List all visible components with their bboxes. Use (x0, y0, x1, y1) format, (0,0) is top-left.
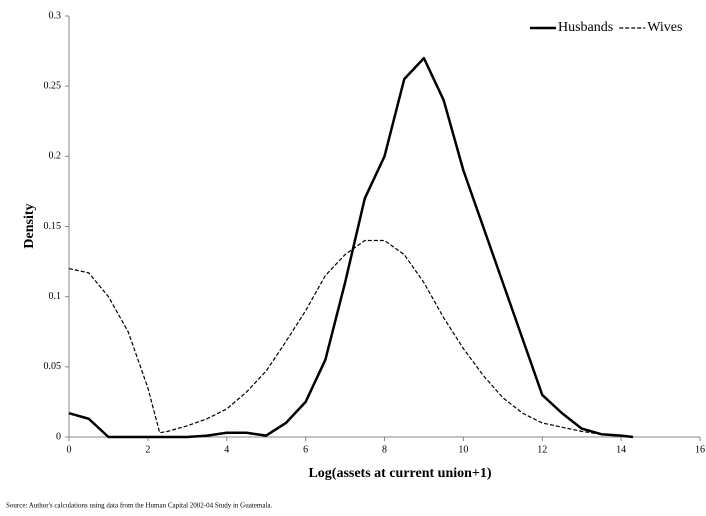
y-tick-label: 0 (56, 431, 61, 442)
data-line (68, 56, 634, 439)
x-tick-label: 8 (382, 444, 387, 455)
y-tick-label: 0.2 (49, 151, 62, 162)
y-tick-label: 0.15 (44, 221, 62, 232)
x-tick-label: 16 (695, 444, 705, 455)
legend-label: Husbands (558, 20, 613, 35)
x-tick-label: 2 (145, 444, 150, 455)
x-tick-label: 4 (224, 444, 229, 455)
source-note: Source: Author's calculations using data… (6, 502, 272, 510)
y-tick-label: 0.05 (44, 361, 62, 372)
y-tick-label: 0.1 (49, 291, 62, 302)
legend-label: Wives (647, 20, 682, 35)
y-tick-label: 0.25 (44, 80, 62, 91)
x-tick-label: 12 (537, 444, 547, 455)
y-tick-label: 0.3 (49, 10, 62, 21)
x-tick-label: 6 (303, 444, 308, 455)
x-axis-title: Log(assets at current union+1) (308, 466, 491, 481)
x-tick-label: 10 (458, 444, 468, 455)
y-axis-title: Density (22, 203, 37, 248)
x-tick-label: 0 (67, 444, 72, 455)
x-tick-label: 14 (616, 444, 626, 455)
data-line (68, 239, 634, 438)
